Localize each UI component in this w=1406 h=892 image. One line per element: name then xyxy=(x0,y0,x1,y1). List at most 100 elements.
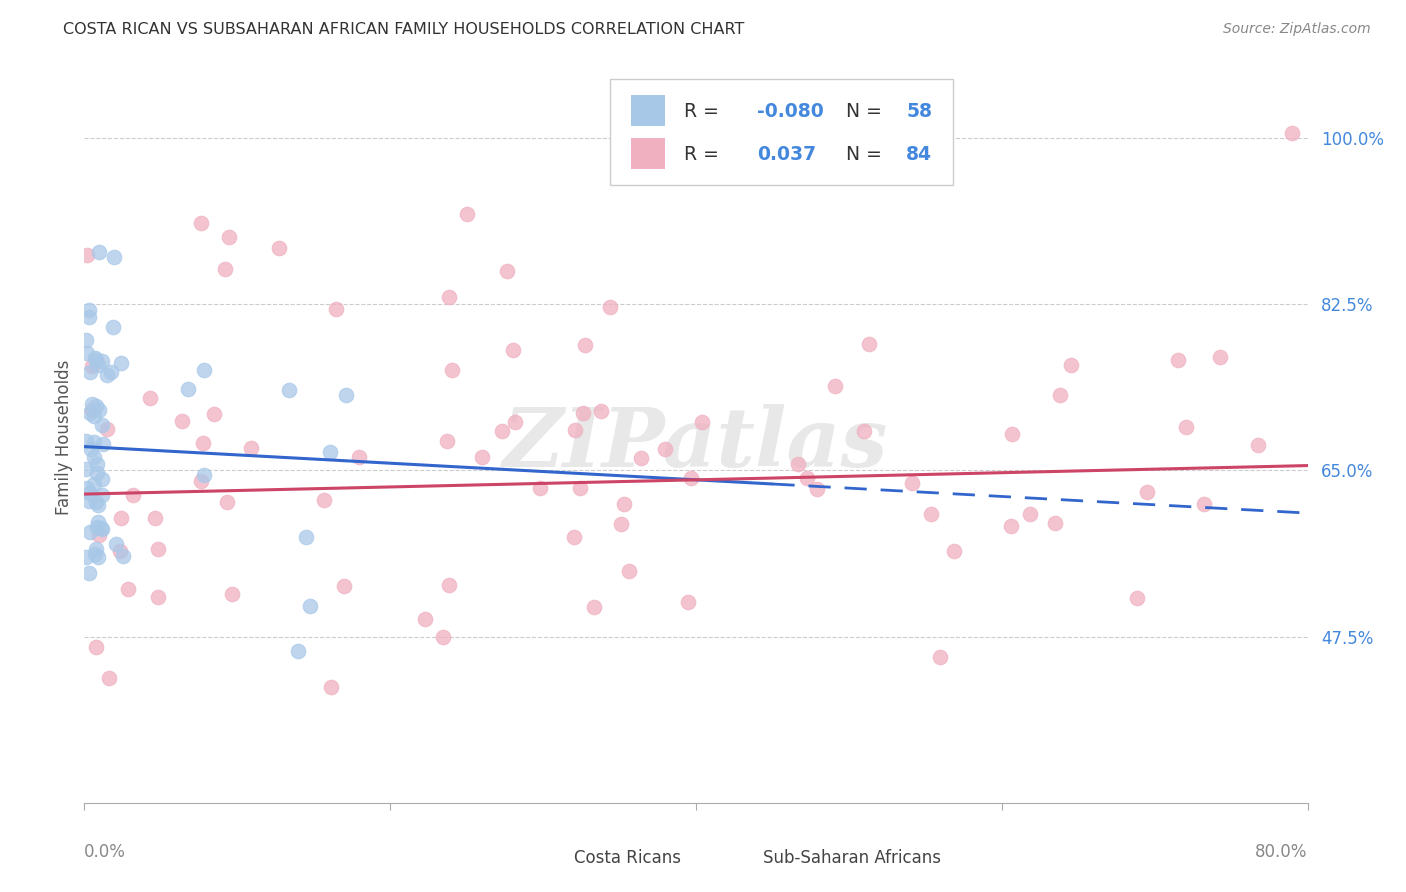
Point xyxy=(96,368,118,382)
Point xyxy=(221,587,243,601)
Point xyxy=(84,351,107,366)
Point xyxy=(202,408,225,422)
Point xyxy=(170,414,193,428)
Point xyxy=(84,541,107,556)
Point xyxy=(76,346,98,360)
Point xyxy=(681,470,703,484)
Point xyxy=(491,424,513,438)
Point xyxy=(77,566,100,580)
Point xyxy=(218,230,240,244)
Point xyxy=(77,493,100,508)
Point xyxy=(287,644,309,658)
Point xyxy=(111,549,134,563)
Point xyxy=(97,671,120,685)
Point xyxy=(77,303,100,318)
Point xyxy=(630,450,652,465)
Point xyxy=(110,356,132,370)
Point xyxy=(101,320,124,334)
Point xyxy=(562,530,585,544)
Point xyxy=(239,441,262,455)
Point xyxy=(105,537,128,551)
Point xyxy=(83,450,105,464)
Text: N =: N = xyxy=(846,102,883,121)
Text: R =: R = xyxy=(683,102,718,121)
Point xyxy=(193,436,215,450)
Point xyxy=(439,577,461,591)
FancyBboxPatch shape xyxy=(631,138,665,169)
Point xyxy=(89,528,111,542)
Point xyxy=(82,397,104,411)
Point xyxy=(86,519,108,533)
Point xyxy=(1000,518,1022,533)
FancyBboxPatch shape xyxy=(610,78,953,185)
Point xyxy=(676,595,699,609)
Point xyxy=(796,471,818,485)
Point xyxy=(79,485,101,500)
Point xyxy=(529,481,551,495)
Point xyxy=(75,333,97,347)
Point xyxy=(1019,507,1042,521)
Point xyxy=(942,543,965,558)
Point xyxy=(148,590,170,604)
Point xyxy=(1125,591,1147,605)
Point xyxy=(86,516,108,530)
Point xyxy=(852,424,875,438)
Text: N =: N = xyxy=(846,145,883,163)
Point xyxy=(496,263,519,277)
Point xyxy=(858,337,880,351)
Point xyxy=(138,391,160,405)
Point xyxy=(806,482,828,496)
Point xyxy=(617,564,640,578)
Ellipse shape xyxy=(728,847,749,868)
Point xyxy=(1246,438,1268,452)
Point xyxy=(1175,419,1198,434)
Point xyxy=(89,244,111,259)
Point xyxy=(787,458,810,472)
Point xyxy=(86,466,108,480)
Point xyxy=(295,530,318,544)
Point xyxy=(613,497,636,511)
Point xyxy=(333,579,356,593)
Text: Sub-Saharan Africans: Sub-Saharan Africans xyxy=(763,848,941,867)
Point xyxy=(190,474,212,488)
Point xyxy=(103,250,125,264)
Point xyxy=(193,362,215,376)
Point xyxy=(176,382,198,396)
Point xyxy=(654,442,676,457)
Text: 0.0%: 0.0% xyxy=(84,843,127,861)
Point xyxy=(319,445,342,459)
Point xyxy=(122,488,145,502)
Point xyxy=(1281,126,1303,140)
Point xyxy=(80,442,103,456)
Point xyxy=(413,612,436,626)
Point xyxy=(75,434,97,448)
Point xyxy=(432,631,454,645)
Text: Source: ZipAtlas.com: Source: ZipAtlas.com xyxy=(1223,22,1371,37)
Point xyxy=(901,475,924,490)
Point xyxy=(90,354,112,368)
Text: -0.080: -0.080 xyxy=(758,102,824,121)
Point xyxy=(84,399,107,413)
Point xyxy=(214,262,236,277)
Point xyxy=(920,508,942,522)
Point xyxy=(146,542,169,557)
Point xyxy=(564,423,586,437)
Point xyxy=(190,216,212,230)
Point xyxy=(217,494,239,508)
Point xyxy=(1192,497,1215,511)
Point xyxy=(86,457,108,471)
Point xyxy=(1045,516,1067,531)
Point xyxy=(79,406,101,420)
Point xyxy=(572,406,595,420)
Point xyxy=(1001,427,1024,442)
Point xyxy=(824,379,846,393)
Point xyxy=(1049,388,1071,402)
Point xyxy=(84,495,107,509)
Point xyxy=(456,207,478,221)
Point xyxy=(96,422,118,436)
Point xyxy=(80,402,103,417)
Point xyxy=(298,599,321,614)
Point xyxy=(349,450,371,464)
Text: 80.0%: 80.0% xyxy=(1256,843,1308,861)
Point xyxy=(79,524,101,539)
